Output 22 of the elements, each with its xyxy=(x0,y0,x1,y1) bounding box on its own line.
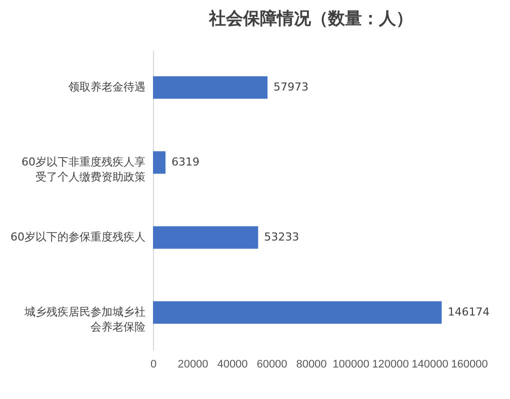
y-tick-label: 领取养老金待遇 xyxy=(68,80,146,94)
x-tick-label: 100000 xyxy=(332,358,370,370)
data-label: 57973 xyxy=(273,80,308,94)
bar xyxy=(153,151,166,174)
x-tick-label: 120000 xyxy=(372,358,409,370)
x-tick-label: 60000 xyxy=(256,358,288,370)
bar xyxy=(153,301,442,324)
data-label: 146174 xyxy=(448,306,490,318)
x-tick-label: 160000 xyxy=(451,358,488,370)
y-tick-label: 60岁以下非重度残疾人享受了个人缴费资助政策 xyxy=(22,156,146,184)
x-tick-label: 0 xyxy=(150,358,157,370)
x-tick-label: 20000 xyxy=(178,358,208,370)
y-tick-label: 城乡残疾居民参加城乡社会养老保险 xyxy=(24,306,146,334)
x-tick-label: 40000 xyxy=(217,358,248,370)
x-tick-label: 80000 xyxy=(296,358,327,370)
y-tick-label: 60岁以下的参保重度残疾人 xyxy=(10,230,146,244)
x-tick-label: 140000 xyxy=(412,358,448,370)
data-label: 6319 xyxy=(171,156,200,168)
bar xyxy=(153,76,268,99)
data-label: 53233 xyxy=(264,230,300,244)
bar xyxy=(153,226,258,249)
chart-title: 社会保障情况（数量：人） xyxy=(208,9,413,29)
